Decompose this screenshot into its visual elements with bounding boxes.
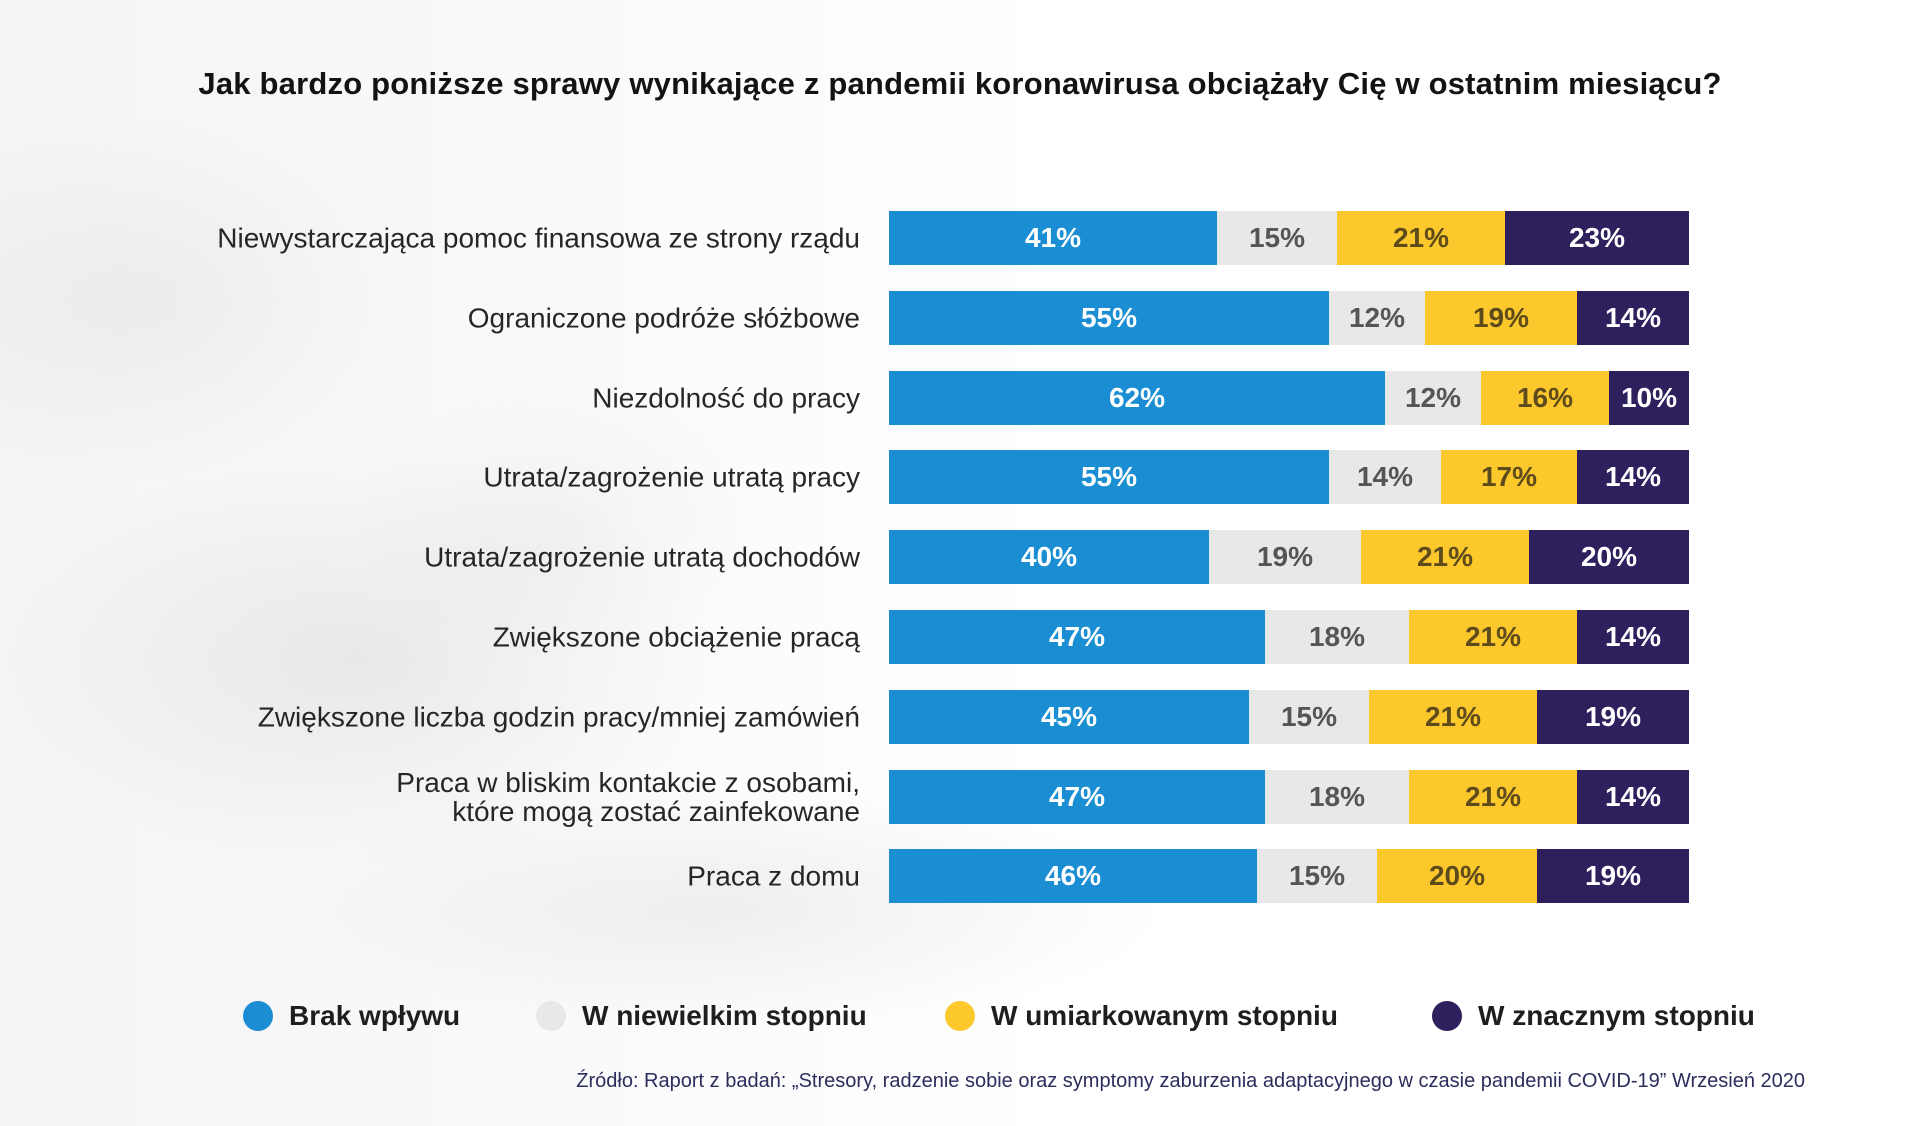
bar-segment-w-umiarkowanym-stopniu: 16% — [1481, 371, 1609, 425]
bar-segment-w-znacznym-stopniu: 14% — [1577, 610, 1689, 664]
category-label: Zwiększone obciążenie pracą — [492, 621, 860, 653]
legend-label: W niewielkim stopniu — [582, 1000, 867, 1031]
bar-value-label: 17% — [1480, 461, 1538, 492]
bar-segment-w-umiarkowanym-stopniu: 21% — [1369, 690, 1537, 744]
bar-segment-w-niewielkim-stopniu: 15% — [1257, 849, 1377, 903]
legend-label: W znacznym stopniu — [1478, 1000, 1755, 1031]
bar-segment-w-znacznym-stopniu: 19% — [1537, 849, 1689, 903]
legend-dot-icon — [945, 1001, 975, 1031]
legend-item-brak-wplywu: Brak wpływu — [243, 1000, 460, 1032]
bar-segment-w-znacznym-stopniu: 14% — [1577, 291, 1689, 345]
bar-segment-w-niewielkim-stopniu: 19% — [1209, 530, 1361, 584]
category-label: Niewystarczająca pomoc finansowa ze stro… — [217, 222, 860, 254]
bar-segment-w-niewielkim-stopniu: 15% — [1249, 690, 1369, 744]
bar-value-label: 62% — [1108, 382, 1166, 413]
category-label: Niezdolność do pracy — [592, 382, 860, 414]
bar-segment-w-umiarkowanym-stopniu: 21% — [1409, 770, 1577, 824]
bar-value-label: 55% — [1080, 461, 1138, 492]
bar-segment-w-znacznym-stopniu: 14% — [1577, 770, 1689, 824]
bar-segment-w-umiarkowanym-stopniu: 21% — [1361, 530, 1529, 584]
bar-segment-w-niewielkim-stopniu: 18% — [1265, 770, 1409, 824]
bar-segment-w-umiarkowanym-stopniu: 21% — [1337, 211, 1505, 265]
bar-segment-w-niewielkim-stopniu: 15% — [1217, 211, 1337, 265]
bar-segment-w-umiarkowanym-stopniu: 17% — [1441, 450, 1577, 504]
bar-value-label: 15% — [1280, 701, 1338, 732]
bar-value-label: 40% — [1020, 541, 1078, 572]
bar-segment-w-umiarkowanym-stopniu: 20% — [1377, 849, 1537, 903]
bar-value-label: 21% — [1416, 541, 1474, 572]
bar-segment-w-znacznym-stopniu: 19% — [1537, 690, 1689, 744]
bar-segment-brak-wplywu: 55% — [889, 450, 1329, 504]
bar-value-label: 15% — [1248, 222, 1306, 253]
bar-value-label: 14% — [1604, 621, 1662, 652]
legend-item-w-niewielkim-stopniu: W niewielkim stopniu — [536, 1000, 867, 1032]
bar-segment-w-niewielkim-stopniu: 12% — [1329, 291, 1425, 345]
category-label: Praca w bliskim kontakcie z osobami, któ… — [396, 766, 860, 827]
bar-value-label: 45% — [1040, 701, 1098, 732]
bar-value-label: 47% — [1048, 621, 1106, 652]
bar-value-label: 46% — [1044, 860, 1102, 891]
bar-segment-w-znacznym-stopniu: 23% — [1505, 211, 1689, 265]
bar-value-label: 18% — [1308, 621, 1366, 652]
bar-value-label: 21% — [1464, 621, 1522, 652]
bar-segment-brak-wplywu: 40% — [889, 530, 1209, 584]
category-label: Utrata/zagrożenie utratą pracy — [483, 461, 860, 493]
bar-value-label: 55% — [1080, 302, 1138, 333]
bar-value-label: 14% — [1604, 302, 1662, 333]
bar-segment-w-niewielkim-stopniu: 18% — [1265, 610, 1409, 664]
legend-label: W umiarkowanym stopniu — [991, 1000, 1338, 1031]
bar-value-label: 18% — [1308, 781, 1366, 812]
bar-value-label: 19% — [1256, 541, 1314, 572]
source-note: Źródło: Raport z badań: „Stresory, radze… — [576, 1070, 1805, 1092]
bar-value-label: 14% — [1604, 781, 1662, 812]
bar-value-label: 47% — [1048, 781, 1106, 812]
stacked-bar-chart: Niewystarczająca pomoc finansowa ze stro… — [217, 211, 1689, 903]
bar-segment-brak-wplywu: 47% — [889, 610, 1265, 664]
bar-segment-w-umiarkowanym-stopniu: 21% — [1409, 610, 1577, 664]
bar-segment-brak-wplywu: 62% — [889, 371, 1385, 425]
bar-value-label: 12% — [1348, 302, 1406, 333]
bar-value-label: 20% — [1428, 860, 1486, 891]
category-label: Praca z domu — [687, 860, 860, 892]
category-label: Ograniczone podróże słóżbowe — [467, 302, 860, 334]
legend-dot-icon — [243, 1001, 273, 1031]
legend-item-w-znacznym-stopniu: W znacznym stopniu — [1432, 1000, 1755, 1032]
bar-segment-w-niewielkim-stopniu: 14% — [1329, 450, 1441, 504]
chart-title: Jak bardzo poniższe sprawy wynikające z … — [198, 66, 1722, 101]
bar-value-label: 12% — [1404, 382, 1462, 413]
bar-value-label: 19% — [1584, 860, 1642, 891]
bar-segment-w-umiarkowanym-stopniu: 19% — [1425, 291, 1577, 345]
bar-segment-w-znacznym-stopniu: 20% — [1529, 530, 1689, 584]
legend-item-w-umiarkowanym-stopniu: W umiarkowanym stopniu — [945, 1000, 1338, 1032]
bar-value-label: 19% — [1472, 302, 1530, 333]
bar-value-label: 21% — [1392, 222, 1450, 253]
category-label: Utrata/zagrożenie utratą dochodów — [424, 541, 860, 573]
bar-segment-brak-wplywu: 46% — [889, 849, 1257, 903]
bar-value-label: 19% — [1584, 701, 1642, 732]
bar-value-label: 14% — [1356, 461, 1414, 492]
bar-segment-w-niewielkim-stopniu: 12% — [1385, 371, 1481, 425]
category-label: Zwiększone liczba godzin pracy/mniej zam… — [257, 701, 860, 733]
bar-segment-brak-wplywu: 55% — [889, 291, 1329, 345]
bar-value-label: 16% — [1516, 382, 1574, 413]
bar-value-label: 21% — [1424, 701, 1482, 732]
bar-value-label: 15% — [1288, 860, 1346, 891]
bar-segment-brak-wplywu: 45% — [889, 690, 1249, 744]
bar-value-label: 41% — [1024, 222, 1082, 253]
bar-value-label: 14% — [1604, 461, 1662, 492]
bar-segment-brak-wplywu: 47% — [889, 770, 1265, 824]
bar-value-label: 23% — [1568, 222, 1626, 253]
bar-value-label: 10% — [1620, 382, 1678, 413]
legend-dot-icon — [1432, 1001, 1462, 1031]
bar-segment-w-znacznym-stopniu: 14% — [1577, 450, 1689, 504]
bar-segment-w-znacznym-stopniu: 10% — [1609, 371, 1689, 425]
legend-dot-icon — [536, 1001, 566, 1031]
legend-label: Brak wpływu — [289, 1000, 461, 1031]
bar-segment-brak-wplywu: 41% — [889, 211, 1217, 265]
bar-value-label: 21% — [1464, 781, 1522, 812]
bar-value-label: 20% — [1580, 541, 1638, 572]
